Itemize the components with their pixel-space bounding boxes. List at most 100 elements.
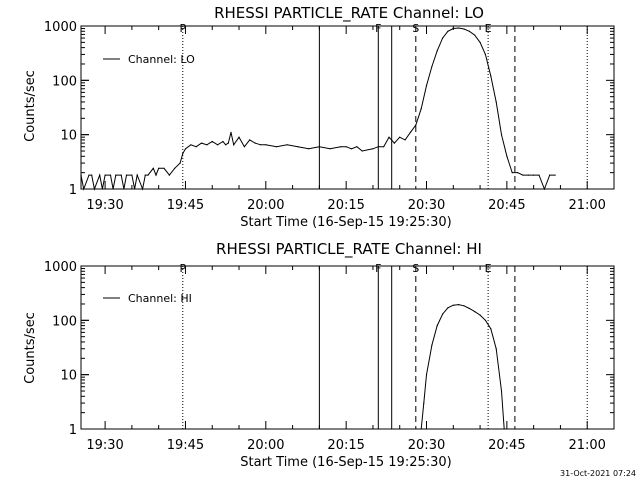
data-point — [109, 174, 112, 176]
data-point — [155, 174, 157, 176]
data-point — [458, 27, 460, 29]
data-point — [206, 144, 208, 146]
y-tick-label: 100 — [52, 314, 77, 329]
data-point — [254, 142, 256, 144]
data-point — [495, 348, 497, 350]
data-point — [506, 155, 508, 157]
data-point — [318, 146, 320, 148]
data-point — [184, 148, 187, 150]
data-point — [511, 172, 513, 174]
data-point — [383, 146, 385, 148]
data-point — [442, 313, 444, 315]
data-point — [230, 131, 232, 133]
data-point — [436, 325, 438, 327]
data-point — [211, 140, 213, 143]
event-marker-label: P — [179, 262, 186, 275]
y-tick-label: 10 — [60, 369, 77, 384]
data-point — [490, 328, 492, 330]
data-point — [225, 144, 227, 146]
data-point — [474, 34, 476, 36]
x-tick-label: 19:30 — [86, 438, 123, 453]
data-point — [517, 172, 519, 174]
data-point — [404, 139, 406, 141]
data-point — [195, 146, 197, 148]
event-marker-label: S — [412, 22, 419, 35]
plot-frame — [80, 265, 615, 430]
data-point — [340, 146, 342, 148]
y-tick-label: 1 — [69, 423, 77, 438]
lo-channel-panel: RHESSI PARTICLE_RATE Channel: LO Start T… — [23, 4, 615, 230]
event-marker-label: P — [179, 22, 186, 35]
x-tick-label: 20:45 — [488, 198, 525, 213]
data-point — [522, 174, 524, 176]
data-point — [265, 144, 267, 146]
x-tick-label: 20:00 — [247, 438, 284, 453]
plot-frame — [80, 25, 615, 190]
data-point — [144, 174, 146, 176]
data-point — [179, 162, 181, 164]
data-point — [447, 307, 449, 309]
data-point — [168, 174, 170, 176]
data-point — [452, 304, 454, 306]
x-tick-label: 20:45 — [488, 438, 525, 453]
y-tick-label: 100 — [52, 74, 77, 89]
data-point — [112, 188, 114, 190]
x-tick-label: 20:15 — [327, 438, 364, 453]
data-point — [104, 174, 106, 176]
x-tick-label: 19:45 — [167, 198, 204, 213]
data-point — [329, 148, 331, 150]
y-tick-label: 1000 — [44, 260, 77, 275]
lo-x-axis-label: Start Time (16-Sep-15 19:25:30) — [240, 215, 451, 230]
hi-x-axis-label: Start Time (16-Sep-15 19:25:30) — [240, 455, 451, 470]
series-line — [420, 304, 505, 430]
data-point — [120, 174, 122, 176]
data-point — [484, 53, 486, 56]
data-point — [158, 167, 160, 169]
data-point — [425, 374, 428, 376]
x-tick-label: 21:00 — [568, 198, 605, 213]
data-point — [297, 146, 299, 148]
data-point — [88, 174, 90, 176]
data-point — [431, 65, 433, 68]
data-point — [163, 167, 165, 169]
data-point — [543, 188, 546, 190]
data-point — [425, 85, 428, 87]
data-point — [372, 148, 374, 150]
data-point — [190, 144, 192, 146]
data-point — [275, 146, 278, 148]
data-point — [83, 188, 85, 190]
data-point — [420, 428, 422, 430]
event-marker-label: F — [375, 22, 381, 35]
data-point — [388, 136, 390, 138]
data-point — [227, 142, 229, 144]
data-point — [420, 108, 422, 110]
data-point — [249, 139, 251, 141]
data-point — [136, 174, 138, 176]
data-point — [495, 101, 497, 103]
data-point — [200, 142, 203, 144]
data-point — [222, 140, 224, 143]
data-point — [484, 319, 486, 321]
x-tick-label: 19:30 — [86, 198, 123, 213]
data-point — [479, 41, 481, 44]
data-point — [80, 174, 82, 176]
hi-legend-label: Channel: HI — [128, 292, 192, 305]
data-point — [500, 390, 503, 392]
data-point — [549, 174, 551, 176]
data-point — [447, 30, 449, 32]
data-point — [182, 152, 184, 155]
data-point — [93, 188, 95, 190]
data-point — [490, 75, 492, 77]
data-point — [356, 146, 358, 148]
x-tick-label: 19:45 — [167, 438, 204, 453]
data-point — [436, 50, 438, 52]
data-point — [131, 174, 133, 176]
data-point — [259, 144, 262, 146]
data-point — [393, 142, 395, 144]
x-tick-label: 20:00 — [247, 198, 284, 213]
data-point — [238, 136, 240, 138]
data-point — [399, 136, 401, 138]
y-tick-label: 1 — [69, 183, 77, 198]
